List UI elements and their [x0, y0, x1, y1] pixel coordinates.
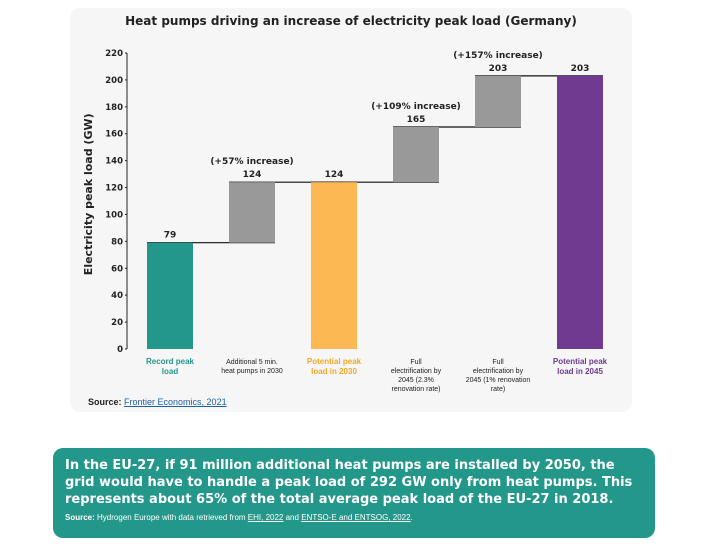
y-tick-label: 20 — [111, 318, 123, 328]
category-label: Record peak load — [146, 357, 195, 376]
y-tick-label: 220 — [105, 49, 123, 59]
bar — [557, 75, 603, 349]
y-axis-label: Electricity peak load (GW) — [82, 113, 95, 275]
bar — [393, 127, 439, 183]
bar-value-label: 165 — [407, 115, 426, 125]
y-tick-label: 160 — [105, 130, 123, 140]
banner-source-label: Source: — [65, 513, 95, 522]
bar — [229, 182, 275, 243]
bar-value-label: 203 — [571, 64, 590, 74]
y-tick-label: 100 — [105, 210, 123, 220]
source-link[interactable]: Frontier Economics, 2021 — [124, 397, 227, 407]
bar — [475, 75, 521, 127]
bar — [147, 242, 193, 349]
y-tick-label: 40 — [111, 291, 123, 301]
category-label: Potential peak load in 2030 — [307, 357, 362, 376]
banner-and: and — [285, 513, 299, 522]
banner-end: . — [410, 513, 413, 522]
chart-card: Heat pumps driving an increase of electr… — [70, 8, 632, 412]
y-tick-label: 120 — [105, 184, 123, 194]
bar-value-label: 79 — [164, 231, 177, 241]
bar-value-label: 203 — [489, 64, 508, 74]
chart-title: Heat pumps driving an increase of electr… — [125, 14, 577, 28]
bar-increase-label: (+157% increase) — [453, 51, 543, 61]
category-label: Full electrification by 2045 (1% renovatio… — [466, 359, 531, 393]
bar-value-label: 124 — [325, 170, 344, 180]
y-tick-label: 200 — [105, 76, 123, 86]
banner-source-pre: Hydrogen Europe with data retrieved from — [97, 513, 246, 522]
bar-increase-label: (+57% increase) — [210, 157, 293, 167]
bar — [311, 182, 357, 349]
chart-source: Source: Frontier Economics, 2021 — [88, 397, 227, 407]
banner-message: In the EU-27, if 91 million additional h… — [65, 458, 633, 507]
banner-link-ehi[interactable]: EHI, 2022 — [247, 513, 284, 522]
category-label: Potential peak load in 2045 — [553, 357, 608, 376]
category-label: Full electrification by 2045 (2.3% renovati… — [391, 359, 442, 393]
banner-source: Source: Hydrogen Europe with data retrie… — [65, 513, 643, 522]
y-tick-label: 80 — [111, 237, 123, 247]
banner-link-entso[interactable]: ENTSO-E and ENTSOG, 2022 — [301, 513, 411, 522]
waterfall-chart: Heat pumps driving an increase of electr… — [82, 14, 608, 393]
info-banner: In the EU-27, if 91 million additional h… — [53, 448, 655, 538]
bar-value-label: 124 — [243, 170, 262, 180]
y-tick-label: 60 — [111, 264, 123, 274]
y-tick-label: 180 — [105, 103, 123, 113]
bar-increase-label: (+109% increase) — [371, 102, 461, 112]
y-tick-label: 140 — [105, 157, 123, 167]
category-label: Additional 5 min. heat pumps in 2030 — [221, 359, 283, 375]
y-tick-label: 0 — [117, 345, 123, 355]
source-label: Source: — [88, 397, 122, 407]
